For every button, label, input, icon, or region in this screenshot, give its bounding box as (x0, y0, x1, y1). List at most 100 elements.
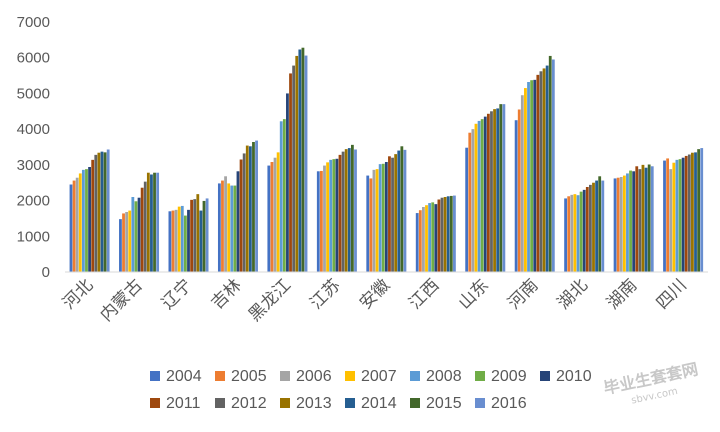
bar (233, 185, 237, 272)
bar (190, 199, 193, 272)
bar (650, 166, 654, 272)
bar (301, 47, 305, 273)
bar (205, 198, 209, 272)
bar (700, 148, 704, 272)
legend-swatch (280, 398, 290, 408)
x-tick-label: 内蒙古 (97, 275, 147, 325)
bar (663, 160, 666, 272)
bar (524, 88, 527, 272)
bar (517, 109, 521, 272)
legend-label: 2004 (166, 368, 202, 385)
bar (196, 194, 200, 272)
x-tick-label: 吉林 (207, 275, 245, 313)
bar (227, 183, 231, 272)
bar (622, 175, 626, 272)
bar (217, 183, 221, 272)
bar (319, 170, 323, 272)
bar (381, 163, 385, 272)
bar (242, 153, 246, 272)
bar (545, 65, 549, 272)
watermark: 毕业生套套网 sbvv.com (602, 359, 700, 406)
bar (551, 59, 555, 272)
bar (341, 151, 345, 272)
bar (122, 213, 125, 272)
bar (687, 154, 691, 272)
bar (174, 209, 178, 272)
bar (156, 172, 160, 272)
bar (422, 207, 425, 272)
bar (533, 79, 537, 272)
bar (468, 132, 472, 272)
bar (335, 158, 339, 272)
bar (542, 68, 546, 273)
bar (579, 191, 583, 272)
bar (453, 195, 456, 272)
bar (177, 206, 181, 272)
bar (493, 109, 496, 272)
bar (97, 152, 101, 272)
bar (168, 211, 172, 272)
legend-label: 2016 (491, 395, 527, 412)
bar (366, 175, 370, 272)
bar (502, 104, 506, 272)
bar (440, 197, 444, 272)
legend-swatch (410, 371, 420, 381)
legend-label: 2009 (491, 368, 527, 385)
bar (449, 195, 453, 272)
x-tick-label: 湖北 (554, 275, 592, 313)
y-tick-label: 4000 (17, 121, 50, 138)
bar (644, 167, 648, 272)
y-axis: 0 1000 2000 3000 4000 5000 6000 7000 (17, 14, 50, 281)
bar (125, 212, 129, 272)
bar (193, 199, 197, 272)
legend-swatch (345, 371, 355, 381)
bar (286, 93, 289, 273)
bar (199, 210, 203, 272)
legend-label: 2015 (426, 395, 462, 412)
bar (304, 55, 308, 272)
bar (378, 164, 382, 272)
legend-label: 2014 (361, 395, 397, 412)
bar (88, 167, 91, 272)
x-tick-label: 江西 (405, 275, 443, 313)
bar (694, 152, 697, 272)
bar (239, 159, 243, 272)
bar (400, 146, 404, 272)
bar (415, 213, 419, 272)
bar (675, 159, 679, 272)
bar (669, 169, 673, 272)
bar (248, 146, 252, 272)
bar (106, 149, 110, 272)
bar (131, 197, 135, 272)
bar (128, 210, 132, 272)
bar (681, 157, 685, 272)
bar (480, 119, 484, 272)
bar (635, 166, 639, 272)
legend-swatch (475, 398, 485, 408)
bar (252, 142, 255, 272)
legend-swatch (150, 398, 160, 408)
bar (582, 189, 586, 272)
x-tick-label: 黑龙江 (245, 275, 295, 325)
bar (323, 165, 326, 272)
legend-swatch (475, 371, 485, 381)
bar (536, 74, 540, 272)
bar (375, 169, 379, 272)
bar (332, 159, 336, 272)
bar (282, 119, 286, 272)
legend-label: 2007 (361, 368, 397, 385)
bar (446, 196, 450, 272)
bar (632, 171, 636, 272)
bar (437, 199, 441, 272)
bar (295, 55, 299, 273)
bar (81, 169, 85, 272)
x-tick-label: 辽宁 (158, 275, 196, 313)
bar (69, 184, 73, 272)
bar (344, 149, 348, 272)
bar (292, 65, 296, 272)
legend-swatch (345, 398, 355, 408)
bar (276, 152, 280, 272)
bar (119, 219, 122, 272)
legend-label: 2012 (231, 395, 267, 412)
